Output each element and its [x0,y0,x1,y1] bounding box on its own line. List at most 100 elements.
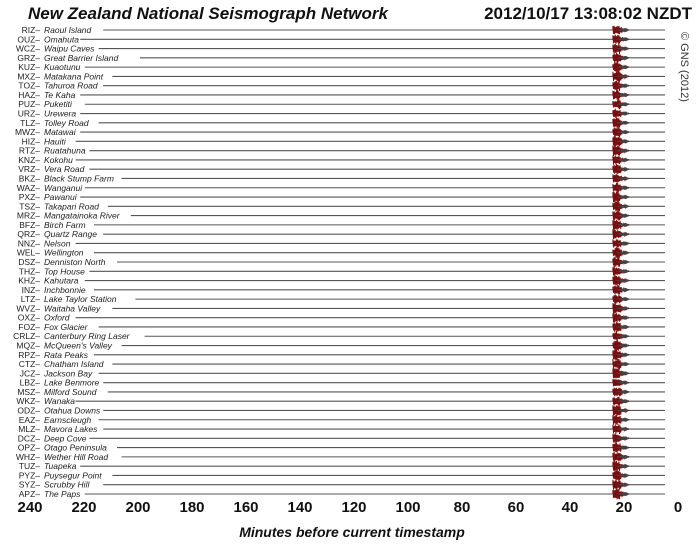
station-row: QRZ– Quartz Range [17,229,665,239]
station-code: VRZ– [18,164,40,174]
station-code: MRZ– [17,211,40,221]
timestamp: 2012/10/17 13:08:02 NZDT [484,4,693,23]
station-name: Waitaha Valley [44,303,101,313]
event-coda [615,324,629,329]
station-code: RPZ– [18,350,40,360]
station-name: Omahuta [44,34,79,44]
event-coda [615,399,629,404]
station-code: TOZ– [18,81,40,91]
event-coda [615,250,629,255]
station-name: Inchbonnie [44,285,86,295]
station-code: LBZ– [20,378,41,388]
station-row: MQZ– McQueen's Valley [16,340,665,351]
station-code: MWZ– [15,127,40,137]
station-code: BKZ– [19,173,41,183]
station-row: WEL– Wellington [17,247,665,259]
station-row: TSZ– Takapari Road [19,201,665,212]
station-code: WEL– [17,248,40,258]
station-code: PUZ– [18,99,40,109]
station-row: LBZ– Lake Benmore [20,378,665,388]
station-code: MSZ– [17,387,40,397]
x-tick-label: 160 [233,499,258,516]
event-coda [615,185,629,190]
station-name: Raoul Island [44,25,92,35]
station-row: RPZ– Rata Peaks [18,349,665,361]
station-row: NNZ– Nelson [18,238,665,248]
station-name: Otahua Downs [44,405,101,415]
station-name: Scrubby Hill [44,480,90,490]
station-name: Nelson [44,238,71,248]
station-row: APZ– The Paps [19,488,665,500]
station-code: QRZ– [17,229,40,239]
event-coda [615,111,629,116]
station-code: MXZ– [17,71,40,81]
station-row: THZ– Top House [19,266,665,277]
station-row: BKZ– Black Stump Farm [19,173,665,183]
chart-title: New Zealand National Seismograph Network [28,4,389,23]
event-coda [615,167,629,172]
station-row: JCZ– Jackson Bay [20,368,665,378]
station-name: McQueen's Valley [44,341,113,351]
station-code: JCZ– [20,368,41,378]
station-name: Takapari Road [44,201,99,211]
event-coda [615,427,629,432]
station-code: URZ– [18,109,40,119]
station-code: KHZ– [18,276,40,286]
station-code: OPZ– [18,443,40,453]
event-coda [615,334,629,339]
station-name: Urewera [44,109,76,119]
station-code: KNZ– [18,155,40,165]
station-row: GRZ– Great Barrier Island [17,52,665,64]
station-code: APZ– [19,489,41,499]
station-code: EAZ– [19,415,41,425]
event-coda [615,445,629,450]
event-coda [615,176,629,181]
event-coda [615,371,629,376]
station-row: RIZ– Raoul Island [22,25,665,35]
station-name: Denniston North [44,257,106,267]
station-code: KUZ– [18,62,40,72]
station-code: WCZ– [16,44,40,54]
event-coda [615,436,629,441]
copyright: © GNS (2012) [678,32,690,102]
event-coda [615,130,629,135]
station-code: HAZ– [18,90,40,100]
station-name: Mavora Lakes [44,424,98,434]
station-row: PYZ– Puysegur Point [19,470,665,480]
station-row: LTZ– Lake Taylor Station [21,294,665,304]
station-code: CRLZ– [13,331,40,341]
station-code: GRZ– [17,53,40,63]
event-coda [615,454,629,459]
event-coda [615,28,629,32]
x-axis-label: Minutes before current timestamp [239,524,465,540]
station-code: MQZ– [16,341,40,351]
station-name: Quartz Range [44,229,97,239]
station-name: Chatham Island [44,359,104,369]
event-coda [615,306,629,311]
event-coda [615,102,629,107]
event-coda [615,362,629,367]
event-coda [615,297,629,302]
station-row: WCZ– Waipu Caves [16,43,665,54]
event-coda [615,83,629,88]
event-coda [615,352,629,357]
station-name: Puketiti [44,99,73,109]
station-row: WAZ– Wanganui [17,182,665,193]
station-code: TLZ– [20,118,40,128]
station-row: MXZ– Matakana Point [17,71,665,82]
station-code: MLZ– [18,424,40,434]
event-coda [615,464,629,469]
station-row: VRZ– Vera Road [18,164,665,175]
event-coda [615,65,629,70]
event-coda [615,92,629,97]
station-code: OXZ– [18,313,40,323]
event-coda [615,74,629,79]
event-coda [615,417,629,422]
event-coda [615,278,629,283]
x-tick-label: 220 [71,499,96,516]
station-name: Canterbury Ring Laser [44,331,131,341]
x-tick-label: 240 [17,499,42,516]
event-coda [615,139,629,144]
